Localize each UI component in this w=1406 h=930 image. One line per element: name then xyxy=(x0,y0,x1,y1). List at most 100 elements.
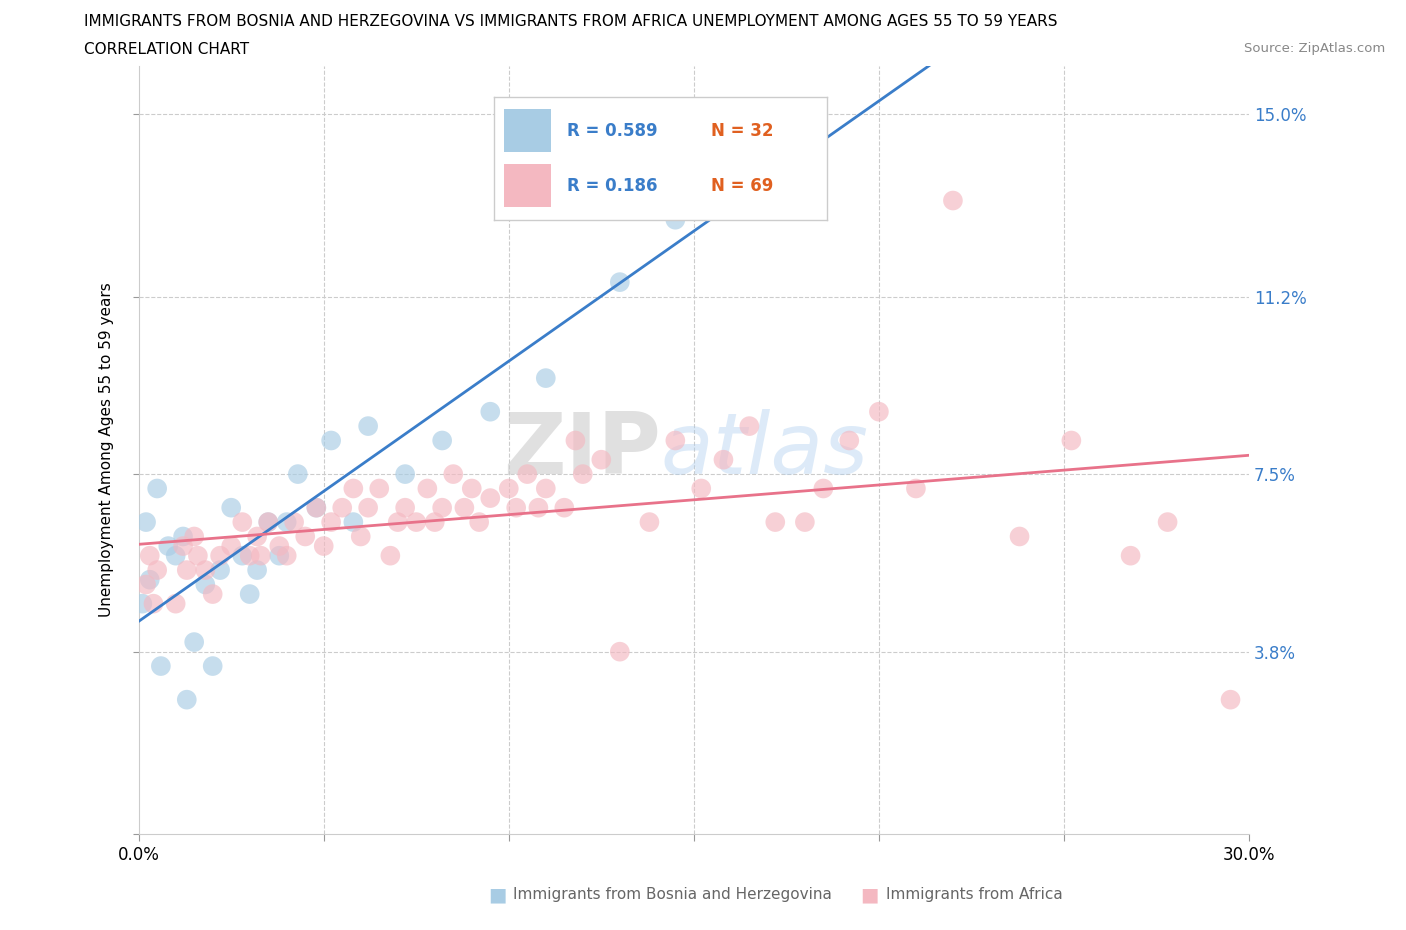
Point xyxy=(287,467,309,482)
Point xyxy=(357,500,380,515)
Point xyxy=(664,433,686,448)
Point xyxy=(142,596,165,611)
Point xyxy=(257,514,280,529)
Text: CORRELATION CHART: CORRELATION CHART xyxy=(84,42,249,57)
Point xyxy=(172,529,194,544)
Point xyxy=(527,500,550,515)
Point xyxy=(609,644,631,659)
Point xyxy=(231,549,253,564)
Point xyxy=(165,549,187,564)
Point xyxy=(394,467,416,482)
Point xyxy=(713,452,735,467)
Point xyxy=(321,514,343,529)
Point xyxy=(423,514,446,529)
Text: IMMIGRANTS FROM BOSNIA AND HERZEGOVINA VS IMMIGRANTS FROM AFRICA UNEMPLOYMENT AM: IMMIGRANTS FROM BOSNIA AND HERZEGOVINA V… xyxy=(84,14,1057,29)
Point xyxy=(1060,433,1083,448)
Text: ■: ■ xyxy=(488,885,506,904)
Point xyxy=(330,500,353,515)
Point xyxy=(209,549,232,564)
Point xyxy=(312,538,335,553)
Point xyxy=(276,514,298,529)
Point xyxy=(239,587,262,602)
Point xyxy=(209,563,232,578)
Text: ■: ■ xyxy=(860,885,879,904)
Text: Immigrants from Africa: Immigrants from Africa xyxy=(886,887,1063,902)
Point xyxy=(165,596,187,611)
Text: Immigrants from Bosnia and Herzegovina: Immigrants from Bosnia and Herzegovina xyxy=(513,887,832,902)
Point xyxy=(664,212,686,227)
Point xyxy=(690,481,713,496)
Point xyxy=(276,549,298,564)
Point xyxy=(194,563,217,578)
Point xyxy=(139,572,162,587)
Point xyxy=(249,549,271,564)
Point xyxy=(405,514,427,529)
Point xyxy=(720,116,742,131)
Point xyxy=(135,514,157,529)
Point xyxy=(793,514,815,529)
Point xyxy=(246,563,269,578)
Point xyxy=(387,514,409,529)
Point xyxy=(738,418,761,433)
Point xyxy=(461,481,484,496)
Point xyxy=(357,418,380,433)
Point xyxy=(342,481,364,496)
Point xyxy=(505,500,527,515)
Point xyxy=(176,692,198,707)
Point xyxy=(194,577,217,591)
Point xyxy=(219,500,242,515)
Point xyxy=(257,514,280,529)
Point xyxy=(430,500,453,515)
Text: ZIP: ZIP xyxy=(503,408,661,492)
Text: atlas: atlas xyxy=(661,408,869,492)
Point xyxy=(283,514,305,529)
Point xyxy=(201,658,224,673)
Point xyxy=(441,467,464,482)
Point xyxy=(609,274,631,289)
Point xyxy=(572,467,595,482)
Point xyxy=(1119,549,1142,564)
Point xyxy=(269,538,291,553)
Point xyxy=(146,563,169,578)
Point xyxy=(534,371,557,386)
Point xyxy=(183,529,205,544)
Point xyxy=(868,405,890,419)
Point xyxy=(468,514,491,529)
Point xyxy=(813,481,835,496)
Point xyxy=(219,538,242,553)
Point xyxy=(342,514,364,529)
Point xyxy=(187,549,209,564)
Point xyxy=(516,467,538,482)
Point xyxy=(149,658,172,673)
Point xyxy=(591,452,613,467)
Point xyxy=(239,549,262,564)
Point xyxy=(172,538,194,553)
Point xyxy=(231,514,253,529)
Point xyxy=(135,577,157,591)
Point xyxy=(1008,529,1031,544)
Point xyxy=(394,500,416,515)
Text: Source: ZipAtlas.com: Source: ZipAtlas.com xyxy=(1244,42,1385,55)
Point xyxy=(305,500,328,515)
Point xyxy=(176,563,198,578)
Y-axis label: Unemployment Among Ages 55 to 59 years: Unemployment Among Ages 55 to 59 years xyxy=(100,283,114,618)
Point xyxy=(416,481,439,496)
Point xyxy=(380,549,402,564)
Point xyxy=(157,538,180,553)
Point xyxy=(294,529,316,544)
Point xyxy=(534,481,557,496)
Point xyxy=(553,500,575,515)
Point xyxy=(479,491,502,506)
Point xyxy=(269,549,291,564)
Point xyxy=(430,433,453,448)
Point xyxy=(904,481,927,496)
Point xyxy=(1219,692,1241,707)
Point xyxy=(638,514,661,529)
Point xyxy=(350,529,373,544)
Point xyxy=(942,193,965,208)
Point xyxy=(453,500,475,515)
Point xyxy=(479,405,502,419)
Point xyxy=(321,433,343,448)
Point xyxy=(838,433,860,448)
Point xyxy=(131,596,153,611)
